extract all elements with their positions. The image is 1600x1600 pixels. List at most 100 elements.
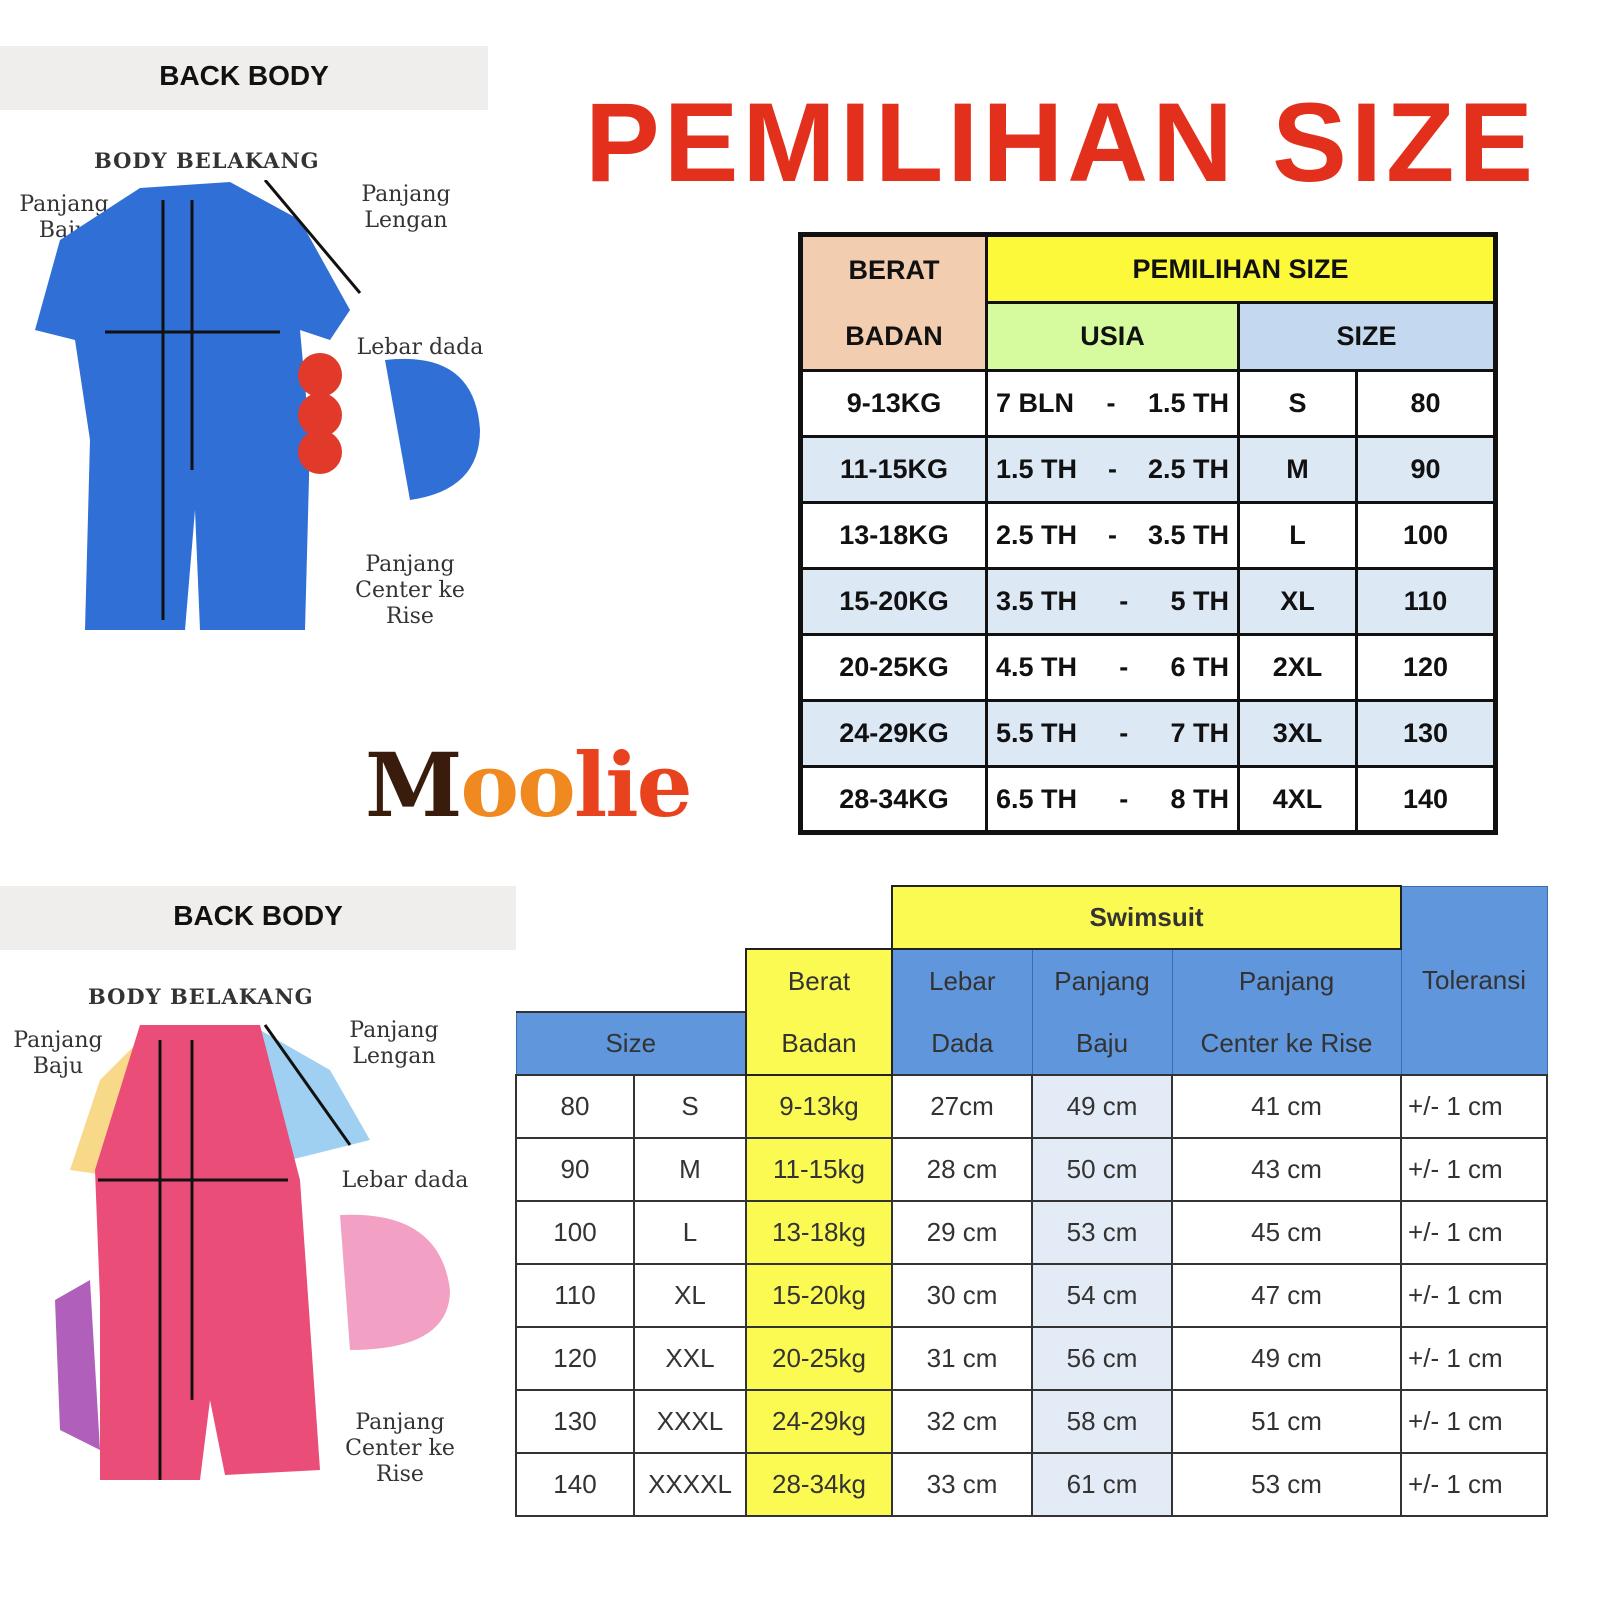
table-row: 13-18KG 2.5 TH -3.5 TH L 100	[799, 501, 1497, 570]
size-cell: S	[1237, 369, 1358, 438]
table-row: 11-15KG 1.5 TH -2.5 TH M 90	[799, 435, 1497, 504]
table-row: 140 XXXXL 28-34kg 33 cm 61 cm 53 cm +/- …	[515, 1452, 1548, 1517]
panjang-baju-label: Panjang Baju	[13, 1028, 103, 1079]
header-baju: Baju	[1031, 1012, 1173, 1076]
panjang-baju-cell: 50 cm	[1031, 1137, 1174, 1202]
berat-cell: 24-29kg	[744, 1389, 894, 1454]
berat-cell: 13-18kg	[744, 1200, 894, 1265]
size-cell: L	[633, 1200, 747, 1265]
header-lebar: Lebar	[891, 948, 1033, 1012]
num-cell: 90	[515, 1137, 635, 1202]
table-row: 80 S 9-13kg 27cm 49 cm 41 cm +/- 1 cm	[515, 1074, 1548, 1139]
size-cell: M	[1237, 435, 1358, 504]
center-rise-cell: 41 cm	[1171, 1074, 1403, 1139]
size-cell: XL	[1237, 567, 1358, 636]
header-berat-badan: BERAT BADAN	[799, 233, 988, 372]
lebar-dada-label: Lebar dada	[356, 335, 484, 360]
toleransi-cell: +/- 1 cm	[1400, 1452, 1548, 1517]
size-cell: M	[633, 1137, 747, 1202]
toleransi-cell: +/- 1 cm	[1400, 1263, 1548, 1328]
panjang-baju-cell: 54 cm	[1031, 1263, 1174, 1328]
header-size: SIZE	[1237, 301, 1497, 372]
num-cell: 140	[515, 1452, 635, 1517]
lebar-dada-cell: 31 cm	[891, 1326, 1034, 1391]
size-selection-table: BERAT BADAN PEMILIHAN SIZE USIA SIZE 9-13…	[798, 232, 1498, 835]
lebar-dada-label: Lebar dada	[341, 1168, 469, 1193]
header-pemilihan-size: PEMILIHAN SIZE	[985, 233, 1497, 304]
table-row: 100 L 13-18kg 29 cm 53 cm 45 cm +/- 1 cm	[515, 1200, 1548, 1265]
table-row: 9-13KG 7 BLN -1.5 TH S 80	[799, 369, 1497, 438]
berat-cell: 20-25KG	[799, 633, 988, 702]
size-cell: 2XL	[1237, 633, 1358, 702]
berat-cell: 13-18KG	[799, 501, 988, 570]
table-row: 130 XXXL 24-29kg 32 cm 58 cm 51 cm +/- 1…	[515, 1389, 1548, 1454]
panjang-lengan-label: Panjang Lengan	[349, 1018, 439, 1069]
center-rise-cell: 53 cm	[1171, 1452, 1403, 1517]
berat-cell: 9-13KG	[799, 369, 988, 438]
berat-cell: 15-20KG	[799, 567, 988, 636]
size-cell: XXXL	[633, 1389, 747, 1454]
berat-cell: 11-15kg	[744, 1137, 894, 1202]
berat-cell: 28-34KG	[799, 765, 988, 834]
table-row: 110 XL 15-20kg 30 cm 54 cm 47 cm +/- 1 c…	[515, 1263, 1548, 1328]
toleransi-cell: +/- 1 cm	[1400, 1200, 1548, 1265]
berat-cell: 20-25kg	[744, 1326, 894, 1391]
size-number-cell: 100	[1355, 501, 1497, 570]
page-title: PEMILIHAN SIZE	[585, 80, 1538, 205]
usia-cell: 7 BLN -1.5 TH	[985, 369, 1240, 438]
table-row: 120 XXL 20-25kg 31 cm 56 cm 49 cm +/- 1 …	[515, 1326, 1548, 1391]
toleransi-cell: +/- 1 cm	[1400, 1137, 1548, 1202]
usia-cell: 1.5 TH -2.5 TH	[985, 435, 1240, 504]
lebar-dada-cell: 28 cm	[891, 1137, 1034, 1202]
center-rise-cell: 45 cm	[1171, 1200, 1403, 1265]
header-panjang-baju: Panjang	[1031, 948, 1173, 1012]
lebar-dada-cell: 33 cm	[891, 1452, 1034, 1517]
lebar-dada-cell: 29 cm	[891, 1200, 1034, 1265]
usia-cell: 5.5 TH -7 TH	[985, 699, 1240, 768]
header-usia: USIA	[985, 301, 1240, 372]
header-panjang-center: Panjang	[1171, 948, 1402, 1012]
table-row: 90 M 11-15kg 28 cm 50 cm 43 cm +/- 1 cm	[515, 1137, 1548, 1202]
panjang-baju-cell: 56 cm	[1031, 1326, 1174, 1391]
berat-cell: 9-13kg	[744, 1074, 894, 1139]
num-cell: 130	[515, 1389, 635, 1454]
center-rise-cell: 43 cm	[1171, 1137, 1403, 1202]
swimsuit-measurement-table: Swimsuit Berat Lebar Panjang Panjang Tol…	[515, 885, 1548, 1517]
size-number-cell: 90	[1355, 435, 1497, 504]
size-number-cell: 80	[1355, 369, 1497, 438]
header-center-rise: Center ke Rise	[1171, 1012, 1402, 1076]
lebar-dada-cell: 27cm	[891, 1074, 1034, 1139]
toleransi-cell: +/- 1 cm	[1400, 1389, 1548, 1454]
panjang-baju-cell: 61 cm	[1031, 1452, 1174, 1517]
panjang-baju-cell: 53 cm	[1031, 1200, 1174, 1265]
berat-cell: 11-15KG	[799, 435, 988, 504]
header-dada: Dada	[891, 1012, 1033, 1076]
num-cell: 120	[515, 1326, 635, 1391]
size-number-cell: 140	[1355, 765, 1497, 834]
size-cell: XL	[633, 1263, 747, 1328]
size-number-cell: 110	[1355, 567, 1497, 636]
header-toleransi: Toleransi	[1400, 949, 1548, 1012]
size-cell: 4XL	[1237, 765, 1358, 834]
table-row: 24-29KG 5.5 TH -7 TH 3XL 130	[799, 699, 1497, 768]
usia-cell: 6.5 TH -8 TH	[985, 765, 1240, 834]
center-rise-cell: 49 cm	[1171, 1326, 1403, 1391]
berat-cell: 15-20kg	[744, 1263, 894, 1328]
center-rise-cell: 51 cm	[1171, 1389, 1403, 1454]
pink-swimsuit-illustration	[55, 1024, 450, 1480]
table-row: 20-25KG 4.5 TH -6 TH 2XL 120	[799, 633, 1497, 702]
center-rise-cell: 47 cm	[1171, 1263, 1403, 1328]
berat-cell: 28-34kg	[744, 1452, 894, 1517]
size-cell: L	[1237, 501, 1358, 570]
num-cell: 110	[515, 1263, 635, 1328]
table-row: 15-20KG 3.5 TH -5 TH XL 110	[799, 567, 1497, 636]
header-badan: Badan	[744, 1012, 894, 1076]
lebar-dada-cell: 30 cm	[891, 1263, 1034, 1328]
size-cell: 3XL	[1237, 699, 1358, 768]
back-body-header: BACK BODY	[0, 46, 488, 110]
center-rise-label: Panjang Center ke Rise	[345, 1410, 455, 1487]
size-cell: XXL	[633, 1326, 747, 1391]
num-cell: 80	[515, 1074, 635, 1139]
center-rise-label: Panjang Center ke Rise	[355, 552, 465, 629]
toleransi-cell: +/- 1 cm	[1400, 1074, 1548, 1139]
